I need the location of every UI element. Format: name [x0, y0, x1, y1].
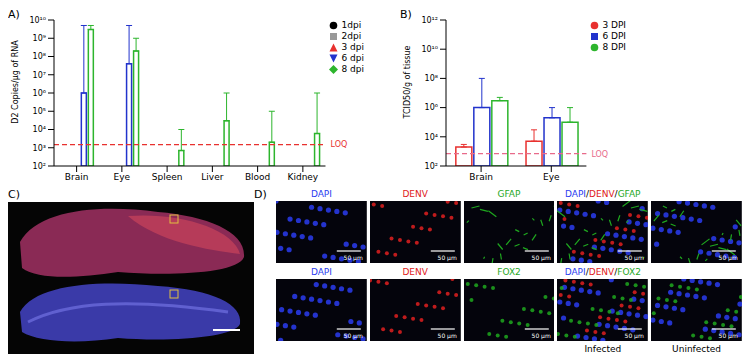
html-text:3 DPI: 3 DPI [602, 20, 626, 30]
html-text:DAPI / DENV / FOX2: DAPI / DENV / FOX2 [564, 267, 641, 277]
svg-text:Brain: Brain [65, 172, 89, 182]
html-text:FOX2: FOX2 [497, 267, 521, 277]
html-text:DAPI / DENV / GFAP: DAPI / DENV / GFAP [565, 189, 641, 199]
html-text:1dpi: 1dpi [341, 20, 362, 30]
html-text:3 dpi: 3 dpi [341, 42, 364, 52]
svg-text:Liver: Liver [201, 172, 223, 182]
svg-text:10¹⁰: 10¹⁰ [421, 45, 438, 54]
html-text:6 dpi: 6 dpi [341, 53, 364, 63]
svg-text:Spleen: Spleen [152, 172, 183, 182]
svg-text:Eye: Eye [543, 172, 560, 182]
svg-text:50 µm: 50 µm [531, 332, 550, 340]
svg-text:50 µm: 50 µm [344, 254, 363, 262]
svg-text:10²: 10² [33, 162, 46, 171]
svg-text:10⁴: 10⁴ [33, 125, 46, 134]
svg-text:Eye: Eye [114, 172, 131, 182]
svg-text:50 µm: 50 µm [625, 332, 644, 340]
svg-text:50 µm: 50 µm [625, 254, 644, 262]
html-text:A): A) [8, 8, 20, 21]
svg-text:50 µm: 50 µm [531, 254, 550, 262]
svg-text:10⁶: 10⁶ [425, 103, 438, 112]
svg-text:10⁴: 10⁴ [425, 133, 438, 142]
html-text:TCID50/g of tissue: TCID50/g of tissue [403, 45, 412, 119]
html-text:B): B) [400, 8, 412, 21]
html-text:8 DPI: 8 DPI [602, 42, 626, 52]
svg-text:50 µm: 50 µm [437, 332, 456, 340]
svg-text:10⁵: 10⁵ [33, 107, 46, 116]
svg-text:50 µm: 50 µm [344, 332, 363, 340]
html-text:DAPI: DAPI [310, 189, 332, 199]
html-text:DAPI: DAPI [310, 267, 332, 277]
svg-text:Brain: Brain [469, 172, 493, 182]
html-text:6 DPI: 6 DPI [602, 31, 626, 41]
svg-text:10¹²: 10¹² [421, 16, 438, 25]
svg-text:Kidney: Kidney [288, 172, 319, 182]
html-text:D2 Copies/µg of RNA: D2 Copies/µg of RNA [11, 40, 20, 124]
svg-text:10⁸: 10⁸ [425, 74, 438, 83]
svg-text:10¹⁰: 10¹⁰ [29, 16, 46, 25]
svg-text:10⁹: 10⁹ [33, 34, 46, 43]
html-text:Uninfected: Uninfected [672, 344, 721, 354]
html-text:2dpi: 2dpi [341, 31, 362, 41]
svg-text:10⁷: 10⁷ [33, 71, 46, 80]
svg-text:10⁸: 10⁸ [33, 52, 46, 61]
svg-text:Blood: Blood [245, 172, 270, 182]
html-text:D): D) [254, 188, 267, 201]
svg-text:10²: 10² [425, 162, 438, 171]
html-text:DENV: DENV [402, 189, 428, 199]
svg-text:LOQ: LOQ [591, 150, 608, 159]
svg-text:50 µm: 50 µm [719, 332, 738, 340]
html-text:GFAP: GFAP [497, 189, 521, 199]
svg-text:10³: 10³ [33, 144, 46, 153]
svg-text:10⁶: 10⁶ [33, 89, 46, 98]
svg-text:LOQ: LOQ [330, 140, 347, 149]
html-text:DENV: DENV [402, 267, 428, 277]
html-text:C): C) [8, 188, 20, 201]
html-text:8 dpi: 8 dpi [341, 64, 364, 74]
svg-text:50 µm: 50 µm [719, 254, 738, 262]
html-text:Infected: Infected [584, 344, 622, 354]
svg-text:50 µm: 50 µm [437, 254, 456, 262]
